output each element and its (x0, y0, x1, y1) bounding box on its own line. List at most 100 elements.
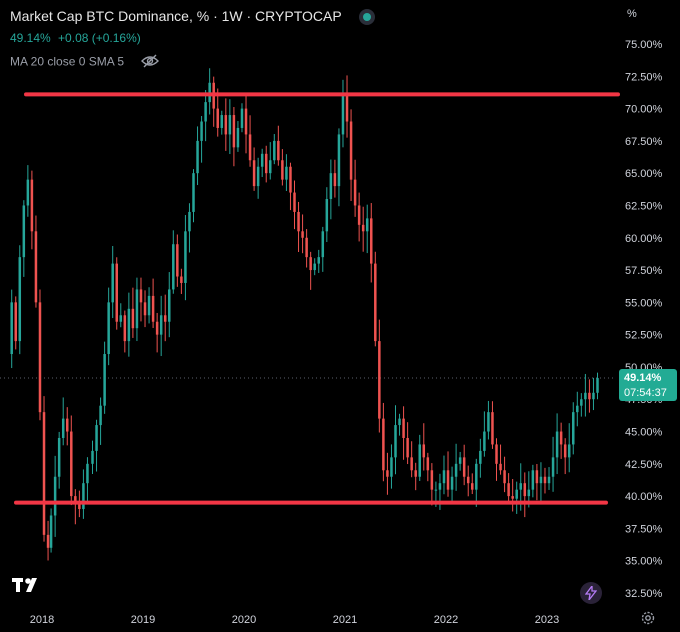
live-dot-icon (359, 9, 376, 26)
candle-body (30, 179, 34, 232)
candle-body (471, 483, 474, 490)
y-tick-label: 52.50% (625, 330, 663, 342)
indicator-label: MA 20 close 0 SMA 5 (10, 54, 125, 69)
candle-body (289, 166, 292, 193)
candle-body (103, 354, 106, 406)
candle-body (458, 457, 462, 464)
candle-body (370, 218, 373, 264)
candle-body (475, 463, 478, 490)
x-tick-label: 2018 (30, 614, 54, 626)
candle-body (414, 470, 417, 477)
candle-body (26, 179, 30, 206)
candle-body (531, 470, 535, 490)
candle (531, 464, 535, 498)
candle-body (159, 315, 163, 335)
candle-body (580, 399, 583, 406)
y-axis[interactable]: 75.00% 72.50% 70.00% 67.50% 65.00% 62.50% 60.0… (625, 39, 663, 600)
candle (38, 289, 42, 421)
candle (402, 406, 405, 460)
candle (252, 147, 256, 191)
candle (176, 234, 179, 287)
candle (115, 257, 118, 330)
lightning-icon[interactable] (580, 582, 602, 604)
candle-body (378, 341, 381, 419)
candle-body (317, 257, 320, 264)
candle (273, 134, 276, 165)
quote-line: 49.14% +0.08 (+0.16%) (10, 31, 141, 45)
candle (74, 489, 77, 525)
chart-title: Market Cap BTC Dominance, % · 1W · CRYPT… (10, 8, 342, 24)
candle (95, 419, 98, 472)
candle (430, 463, 434, 506)
candle-body (260, 153, 264, 167)
candle-body (82, 483, 85, 510)
last-value: 49.14% (10, 31, 51, 45)
candle (256, 157, 260, 199)
y-tick-label: 62.50% (625, 200, 663, 212)
horizontal-levels[interactable] (14, 92, 620, 505)
candle (188, 203, 191, 253)
change-value: +0.08 (+0.16%) (58, 31, 141, 45)
candle-body (95, 425, 98, 451)
candle (370, 203, 373, 283)
candle (592, 377, 595, 411)
y-tick-label: 37.50% (625, 523, 663, 535)
candle (293, 180, 296, 230)
candle (220, 110, 224, 135)
y-tick-label: 65.00% (625, 168, 663, 180)
indicator-legend[interactable]: MA 20 close 0 SMA 5 (10, 54, 160, 71)
candle-body (188, 211, 191, 232)
candle (329, 159, 333, 220)
candle (208, 68, 211, 115)
candle-body (143, 302, 147, 316)
candle (147, 287, 151, 324)
tradingview-logo-icon[interactable] (12, 576, 44, 599)
candle (204, 90, 207, 142)
candle-body (576, 405, 579, 413)
candle-body (584, 392, 587, 400)
candle (483, 411, 486, 457)
candle (301, 214, 304, 254)
candle (200, 116, 203, 163)
candle-body (127, 308, 131, 342)
candle (172, 230, 175, 294)
candle (232, 107, 236, 167)
candle-body (353, 179, 357, 206)
candle-body (163, 315, 167, 322)
candle (119, 303, 123, 328)
candle (305, 229, 308, 268)
candle-body (519, 483, 522, 490)
candle (475, 458, 478, 507)
candle-body (466, 476, 470, 484)
candle-body (131, 308, 135, 329)
y-tick-label: 70.00% (625, 104, 663, 116)
candle (378, 319, 381, 433)
candle-body (293, 192, 296, 212)
candle (244, 94, 248, 154)
gear-icon[interactable] (640, 610, 656, 631)
candle (471, 473, 474, 495)
candle (414, 462, 417, 491)
candle-body (418, 444, 421, 477)
candle (584, 373, 587, 417)
candle (345, 75, 349, 138)
candle-body (119, 315, 123, 322)
candle-body (70, 431, 73, 497)
eye-off-icon[interactable] (141, 54, 160, 71)
chart-header: Market Cap BTC Dominance, % · 1W · CRYPT… (10, 8, 376, 26)
candle-body (78, 502, 81, 510)
candle (551, 436, 555, 492)
x-axis[interactable]: 2018 2019 2020 2021 2022 2023 (30, 614, 559, 626)
candle (135, 277, 139, 342)
candle-body (301, 231, 304, 238)
price-tag-countdown: 07:54:37 (624, 387, 667, 399)
candle (236, 121, 240, 152)
candle-body (264, 153, 268, 174)
candle (42, 396, 46, 542)
candle-body (422, 444, 426, 458)
candle-body (135, 289, 139, 329)
candle (349, 109, 353, 201)
candle (103, 341, 106, 414)
candle (507, 473, 510, 505)
